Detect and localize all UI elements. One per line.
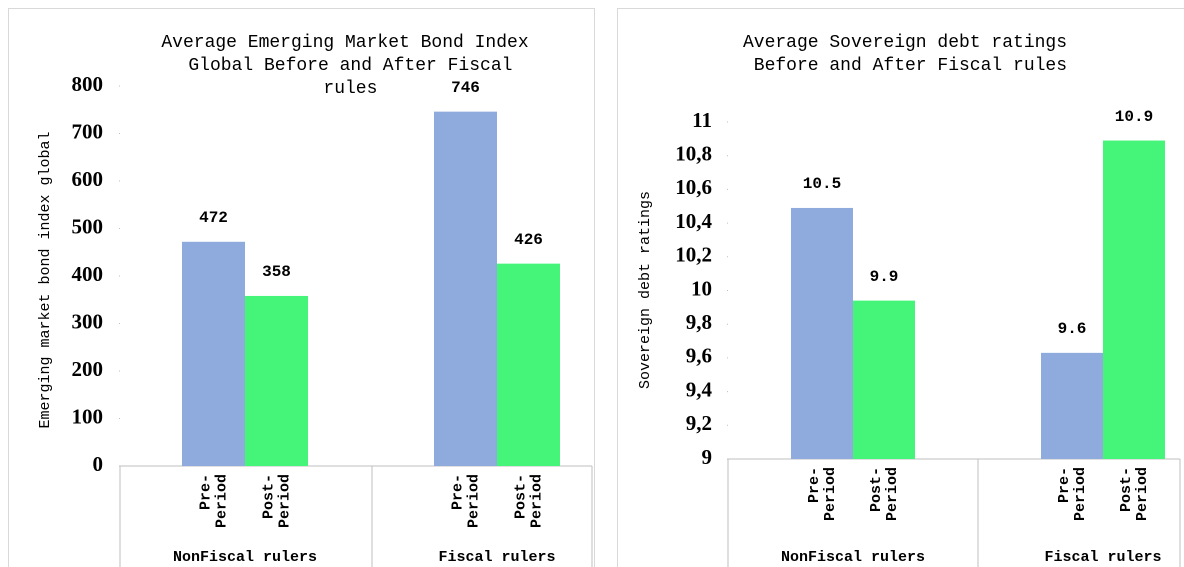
y-tick-label: 10,4 bbox=[675, 209, 712, 233]
y-tick-label: 9,4 bbox=[686, 377, 713, 401]
y-tick-label: 10,8 bbox=[675, 142, 712, 166]
group-label: NonFiscal rulers bbox=[781, 549, 925, 566]
data-label: 426 bbox=[514, 231, 543, 249]
panel-border bbox=[617, 8, 1184, 567]
y-tick-label: 700 bbox=[72, 119, 104, 143]
y-axis-label: Emerging market bond index global bbox=[37, 131, 54, 428]
y-tick-label: 200 bbox=[72, 357, 104, 381]
y-tick-label: 9,6 bbox=[686, 344, 712, 368]
x-tick-label: Pre-Period bbox=[197, 474, 230, 528]
bar bbox=[1103, 140, 1165, 459]
data-label: 472 bbox=[199, 209, 228, 227]
y-tick-label: 10,2 bbox=[675, 243, 712, 267]
y-tick-label: 800 bbox=[72, 72, 104, 96]
bar bbox=[1041, 352, 1103, 459]
group-label: Fiscal rulers bbox=[1044, 549, 1161, 566]
y-tick-label: 0 bbox=[93, 452, 104, 476]
y-tick-label: 9,8 bbox=[686, 310, 712, 334]
y-tick-label: 400 bbox=[72, 262, 104, 286]
x-tick-label: Post-Period bbox=[1118, 467, 1151, 521]
y-tick-label: 600 bbox=[72, 167, 104, 191]
y-tick-label: 11 bbox=[692, 108, 712, 132]
x-tick-label: Pre-Period bbox=[1056, 467, 1089, 521]
bar bbox=[182, 241, 245, 466]
group-label: NonFiscal rulers bbox=[173, 549, 317, 566]
x-tick-label: Pre-Period bbox=[806, 467, 839, 521]
data-label: 9.6 bbox=[1058, 320, 1087, 338]
bar bbox=[791, 207, 853, 459]
y-tick-label: 100 bbox=[72, 404, 104, 428]
y-tick-label: 500 bbox=[72, 214, 104, 238]
y-tick-label: 9 bbox=[702, 445, 713, 469]
x-tick-label: Pre-Period bbox=[449, 474, 482, 528]
panel-border bbox=[8, 8, 595, 567]
y-axis-label: Sovereign debt ratings bbox=[637, 191, 654, 389]
data-label: 9.9 bbox=[870, 268, 899, 286]
x-tick-label: Post-Period bbox=[868, 467, 901, 521]
group-label: Fiscal rulers bbox=[438, 549, 555, 566]
bar bbox=[434, 111, 497, 467]
bar bbox=[853, 300, 915, 459]
y-tick-label: 300 bbox=[72, 309, 104, 333]
bar bbox=[497, 263, 560, 466]
y-tick-label: 10 bbox=[691, 276, 712, 300]
bar bbox=[245, 295, 308, 466]
x-tick-label: Post-Period bbox=[260, 474, 293, 528]
data-label: 10.5 bbox=[803, 175, 841, 193]
y-tick-label: 10,6 bbox=[675, 175, 712, 199]
data-label: 358 bbox=[262, 263, 291, 281]
x-tick-label: Post-Period bbox=[512, 474, 545, 528]
data-label: 746 bbox=[451, 79, 480, 97]
data-label: 10.9 bbox=[1115, 108, 1153, 126]
y-tick-label: 9,2 bbox=[686, 411, 712, 435]
chart-title: Average Emerging Market Bond Index Globa… bbox=[161, 33, 528, 99]
chart-title: Average Sovereign debt ratings Before an… bbox=[743, 33, 1067, 76]
